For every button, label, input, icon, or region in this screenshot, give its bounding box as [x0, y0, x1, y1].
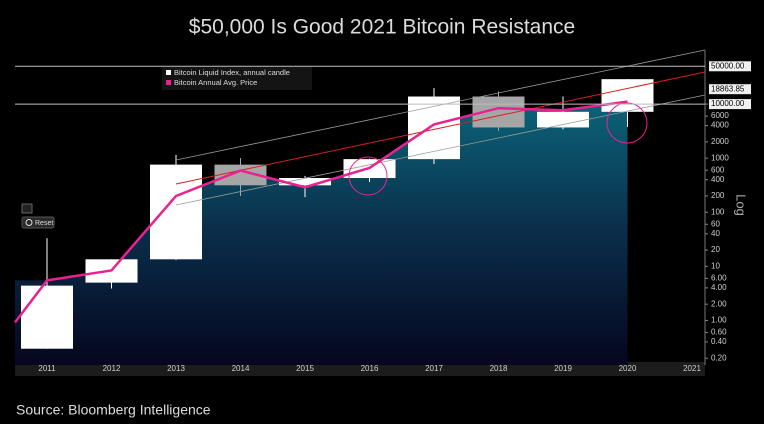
channel-lower: [175, 94, 706, 206]
y-tick-label: 100: [711, 207, 725, 216]
trend-red: [175, 71, 706, 185]
legend-box: [162, 66, 312, 90]
level-label-box: [709, 61, 751, 72]
y-tick-label: 600: [711, 165, 725, 174]
y-scale-label: Log: [734, 194, 749, 216]
avg-area: [15, 101, 628, 365]
avg-line: [14, 100, 628, 324]
chart-title: $50,000 Is Good 2021 Bitcoin Resistance: [189, 16, 575, 39]
y-tick-label: 0.40: [711, 337, 727, 346]
y-tick-label: 6.00: [711, 273, 727, 282]
x-tick-label: 2018: [490, 364, 508, 373]
legend-swatch: [166, 70, 171, 75]
x-tick-label: 2015: [296, 364, 314, 373]
source-note: Source: Bloomberg Intelligence: [16, 402, 211, 418]
legend-swatch: [166, 80, 171, 85]
x-axis-band: [15, 362, 705, 376]
level-label-box: [709, 99, 751, 110]
y-tick-label: 10: [711, 261, 720, 270]
y-tick-label: 400: [711, 175, 725, 184]
x-tick-label: 2020: [619, 364, 637, 373]
candle-body: [21, 285, 73, 349]
y-tick-label: 4.00: [711, 283, 727, 292]
x-tick-label: 2017: [425, 364, 443, 373]
level-label: 50000.00: [711, 61, 745, 70]
zoom-icon[interactable]: [21, 203, 33, 214]
x-tick-label: 2014: [232, 364, 250, 373]
y-tick-label: 60: [711, 219, 720, 228]
y-tick-label: 4000: [711, 121, 729, 130]
line-layer: [14, 100, 628, 324]
y-tick-label: 1.00: [711, 316, 727, 325]
candle-body: [408, 96, 460, 160]
candle-body: [150, 164, 202, 260]
reset-control[interactable]: Reset: [21, 203, 55, 229]
x-tick-label: 2011: [38, 364, 56, 373]
y-tick-label: 20: [711, 245, 720, 254]
x-tick-label: 2021: [683, 364, 701, 373]
candle-body: [279, 177, 331, 186]
y-tick-label: 200: [711, 191, 725, 200]
y-tick-label: 0.60: [711, 328, 727, 337]
channel-upper: [175, 49, 706, 161]
x-tick-label: 2016: [361, 364, 379, 373]
y-tick-label: 2000: [711, 137, 729, 146]
legend-label: Bitcoin Liquid Index, annual candle: [174, 68, 290, 77]
candle-body: [214, 164, 267, 186]
reset-label[interactable]: Reset: [35, 220, 53, 227]
level-label-box: [709, 84, 751, 95]
level-label: 18863.85: [711, 84, 745, 93]
reset-icon: [25, 219, 33, 226]
x-tick-label: 2013: [167, 364, 185, 373]
x-tick-label: 2019: [554, 364, 572, 373]
highlight-circle: [348, 156, 388, 196]
y-tick-label: 0.20: [711, 353, 727, 362]
trend-lines: [175, 49, 706, 206]
legend: Bitcoin Liquid Index, annual candle Bitc…: [162, 66, 312, 90]
y-tick-label: 6000: [711, 111, 729, 120]
highlight-circle: [606, 102, 648, 144]
candle-body: [537, 111, 589, 128]
y-tick-label: 1000: [711, 153, 729, 162]
x-tick-label: 2012: [103, 364, 121, 373]
area-layer: [15, 101, 628, 365]
y-tick-label: 2.00: [711, 299, 727, 308]
y-tick-label: 40: [711, 229, 720, 238]
legend-label: Bitcoin Annual Avg. Price: [174, 78, 257, 87]
level-label: 10000.00: [711, 99, 745, 108]
